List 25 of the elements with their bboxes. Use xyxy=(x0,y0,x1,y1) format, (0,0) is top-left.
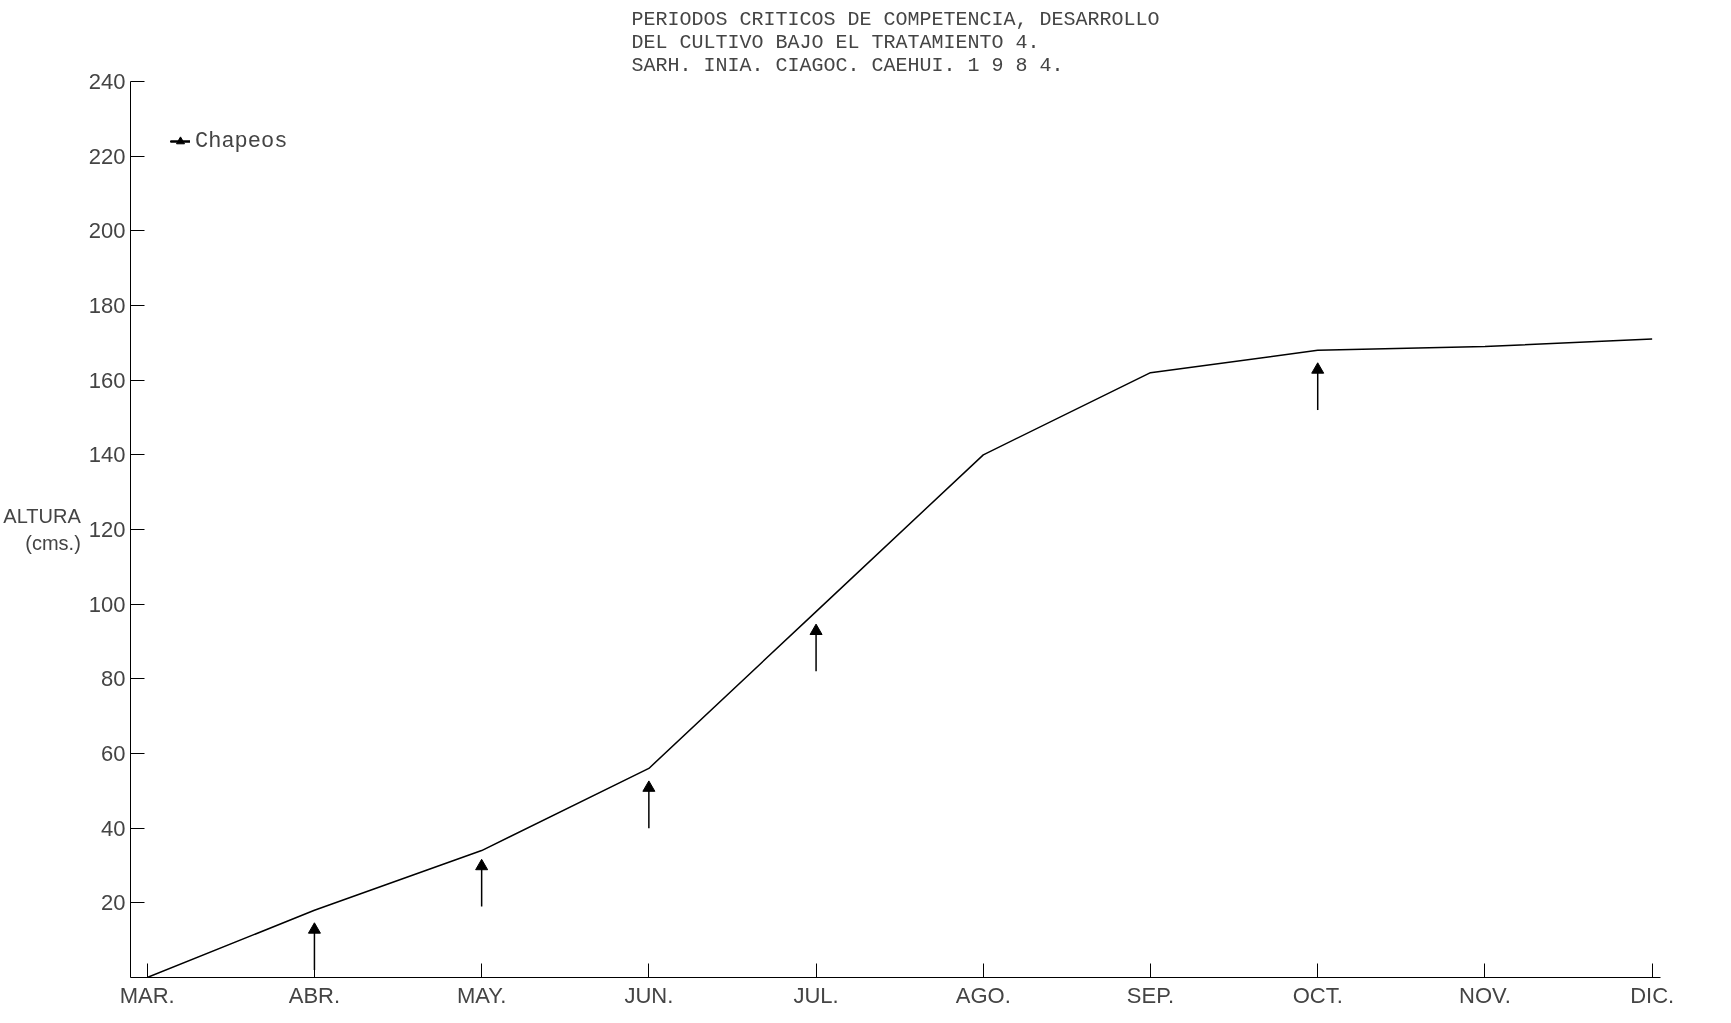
y-tick-label: 80 xyxy=(101,666,126,692)
y-tick-label: 220 xyxy=(88,143,126,169)
y-tick-label: 180 xyxy=(88,293,126,318)
y-tick-label: 20 xyxy=(101,890,126,916)
y-axis-title: ALTURA (cms.) xyxy=(3,505,82,554)
legend-label: Chapeos xyxy=(195,128,288,154)
y-tick-label: 200 xyxy=(88,218,126,244)
x-tick-label: SEP. xyxy=(1126,982,1175,1008)
x-tick-label: ABR. xyxy=(288,982,341,1008)
x-tick-label: DIC. xyxy=(1630,982,1675,1008)
x-tick-label: NOV. xyxy=(1459,982,1511,1008)
y-tick-label: 40 xyxy=(101,815,126,841)
x-tick-label: JUN. xyxy=(624,982,674,1008)
y-tick-label: 240 xyxy=(88,69,126,94)
x-tick-label: MAY. xyxy=(456,982,507,1008)
y-tick-label: 60 xyxy=(101,741,126,766)
y-tick-label: 120 xyxy=(88,517,126,542)
y-tick-label: 140 xyxy=(88,442,126,468)
y-tick-label: 160 xyxy=(88,367,126,393)
y-tick-label: 100 xyxy=(88,591,126,617)
x-tick-label: OCT. xyxy=(1292,982,1343,1008)
x-tick-label: MAR. xyxy=(119,982,175,1008)
x-tick-label: AGO. xyxy=(955,982,1011,1008)
x-tick-label: JUL. xyxy=(793,982,839,1008)
chart-title: PERIODOS CRITICOS DE COMPETENCIA, DESARROLLO DEL CULTIVO BAJO EL TRATAMIENTO 4. SARH. INIA. CIAGOC. CAEHUI. 1 9 8 4. xyxy=(631,7,1160,77)
